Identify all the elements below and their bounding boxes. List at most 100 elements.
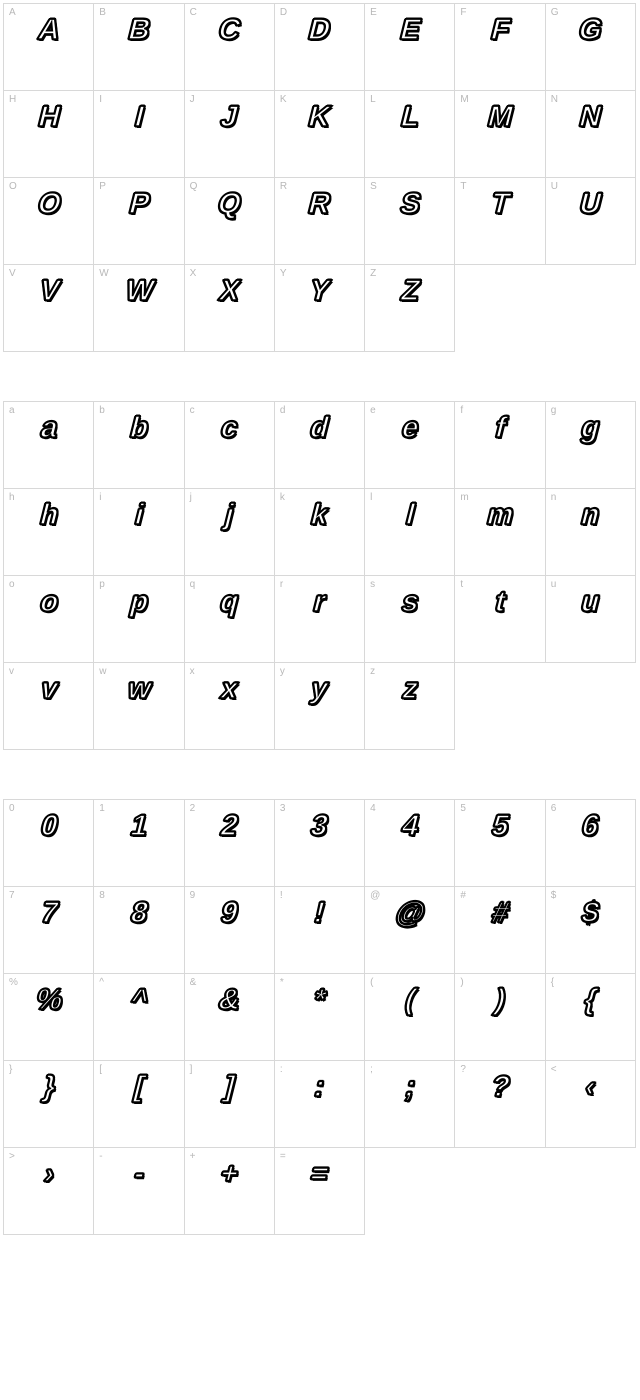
glyph-label: j xyxy=(190,492,192,503)
glyph-display: ‹ xyxy=(582,1071,599,1104)
glyph-cell: QQ xyxy=(184,177,275,265)
glyph-display: L xyxy=(397,101,422,134)
glyph-label: ; xyxy=(370,1064,373,1075)
glyph-label: > xyxy=(9,1151,15,1162)
glyph-display: 3 xyxy=(308,810,331,843)
glyph-display: S xyxy=(396,188,423,221)
glyph-label: k xyxy=(280,492,285,503)
glyph-label: a xyxy=(9,405,15,416)
glyph-display: ) xyxy=(492,984,509,1017)
glyph-cell: gg xyxy=(545,401,636,489)
glyph-cell: ii xyxy=(93,488,184,576)
glyph-cell: RR xyxy=(274,177,365,265)
glyph-label: 0 xyxy=(9,803,15,814)
glyph-label: 7 xyxy=(9,890,15,901)
glyph-label: < xyxy=(551,1064,557,1075)
glyph-cell: ee xyxy=(364,401,455,489)
glyph-cell: ?? xyxy=(454,1060,545,1148)
glyph-cell: tt xyxy=(454,575,545,663)
glyph-label: # xyxy=(460,890,466,901)
glyph-cell: == xyxy=(274,1147,365,1235)
glyph-display: t xyxy=(492,586,509,619)
glyph-label: m xyxy=(460,492,468,503)
glyph-cell: ll xyxy=(364,488,455,576)
glyph-cell: vv xyxy=(3,662,94,750)
glyph-cell: OO xyxy=(3,177,94,265)
glyph-display: y xyxy=(308,673,331,706)
glyph-display: T xyxy=(488,188,513,221)
glyph-display: & xyxy=(215,984,243,1017)
glyph-label: U xyxy=(551,181,558,192)
glyph-cell: ff xyxy=(454,401,545,489)
glyph-label: s xyxy=(370,579,375,590)
glyph-display: # xyxy=(488,897,511,930)
glyph-display: › xyxy=(40,1158,57,1191)
glyph-display: R xyxy=(305,188,333,221)
glyph-cell: TT xyxy=(454,177,545,265)
glyph-display: x xyxy=(218,673,241,706)
glyph-display: i xyxy=(131,499,146,532)
glyph-display: m xyxy=(484,499,517,532)
glyph-cell: WW xyxy=(93,264,184,352)
glyph-label: O xyxy=(9,181,17,192)
glyph-display: Y xyxy=(306,275,333,308)
glyph-cell: 88 xyxy=(93,886,184,974)
glyph-cell: yy xyxy=(274,662,365,750)
glyph-display: * xyxy=(310,984,329,1017)
glyph-cell: (( xyxy=(364,973,455,1061)
glyph-label: ^ xyxy=(99,977,104,988)
glyph-cell: cc xyxy=(184,401,275,489)
glyph-cell: !! xyxy=(274,886,365,974)
glyph-display: ? xyxy=(488,1071,513,1104)
glyph-cell: 44 xyxy=(364,799,455,887)
glyph-label: M xyxy=(460,94,468,105)
glyph-display: e xyxy=(398,412,421,445)
glyph-cell: ss xyxy=(364,575,455,663)
glyph-label: I xyxy=(99,94,102,105)
glyph-cell: ww xyxy=(93,662,184,750)
glyph-label: ] xyxy=(190,1064,193,1075)
glyph-display: K xyxy=(305,101,333,134)
glyph-cell: xx xyxy=(184,662,275,750)
glyph-display: h xyxy=(36,499,61,532)
glyph-cell: && xyxy=(184,973,275,1061)
glyph-display: @ xyxy=(392,897,428,930)
glyph-label: G xyxy=(551,7,559,18)
glyph-cell: 66 xyxy=(545,799,636,887)
glyph-display: U xyxy=(576,188,604,221)
glyph-display: q xyxy=(217,586,242,619)
glyph-display: l xyxy=(402,499,417,532)
glyph-label: T xyxy=(460,181,466,192)
glyph-cell: 00 xyxy=(3,799,94,887)
glyph-label: r xyxy=(280,579,283,590)
glyph-cell: BB xyxy=(93,3,184,91)
glyph-cell: %% xyxy=(3,973,94,1061)
glyph-display: 8 xyxy=(127,897,150,930)
glyph-label: Z xyxy=(370,268,376,279)
glyph-label: * xyxy=(280,977,284,988)
glyph-display: s xyxy=(398,586,421,619)
glyph-cell: MM xyxy=(454,90,545,178)
glyph-label: e xyxy=(370,405,376,416)
glyph-cell: NN xyxy=(545,90,636,178)
glyph-cell: dd xyxy=(274,401,365,489)
glyph-display: [ xyxy=(130,1071,147,1104)
glyph-cell: LL xyxy=(364,90,455,178)
glyph-cell: YY xyxy=(274,264,365,352)
glyph-display: 7 xyxy=(37,897,60,930)
glyph-label: z xyxy=(370,666,375,677)
glyph-display: D xyxy=(305,14,333,47)
glyph-display: n xyxy=(578,499,603,532)
glyph-cell: DD xyxy=(274,3,365,91)
glyph-label: W xyxy=(99,268,108,279)
glyph-label: i xyxy=(99,492,101,503)
glyph-cell: mm xyxy=(454,488,545,576)
glyph-label: % xyxy=(9,977,18,988)
glyph-label: P xyxy=(99,181,106,192)
glyph-label: V xyxy=(9,268,16,279)
glyph-label: 1 xyxy=(99,803,105,814)
glyph-display: j xyxy=(222,499,237,532)
glyph-display: d xyxy=(307,412,332,445)
glyph-label: = xyxy=(280,1151,286,1162)
glyph-display: C xyxy=(215,14,243,47)
